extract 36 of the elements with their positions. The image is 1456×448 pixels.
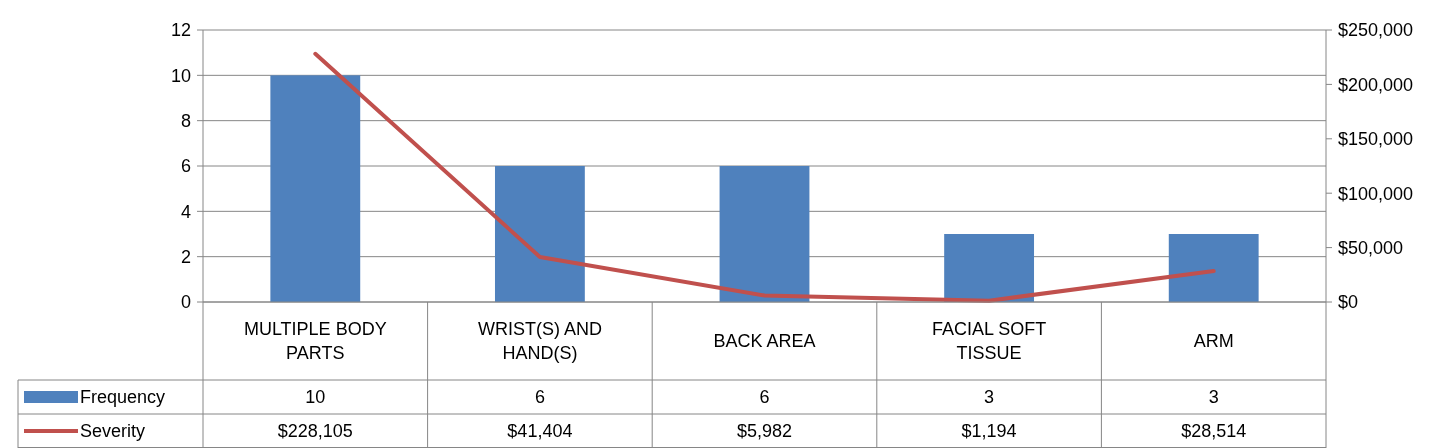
y-tick-label: 4: [180, 201, 191, 222]
x-tick-label: MULTIPLE BODY PARTS: [243, 319, 387, 364]
line-series: [313, 51, 1216, 303]
data-label: $5,982: [736, 421, 793, 442]
data-label: 6: [534, 387, 545, 408]
data-label: 3: [1208, 387, 1219, 408]
data-label: $28,514: [1181, 421, 1247, 442]
bar: [1168, 234, 1259, 302]
legend-label: Frequency: [80, 387, 166, 408]
x-tick-label: ARM: [1193, 331, 1234, 352]
y2-tick-label: $150,000: [1338, 129, 1414, 150]
bar: [944, 234, 1035, 302]
x-tick-label: FACIAL SOFT TISSUE: [931, 319, 1047, 364]
bar: [270, 75, 361, 302]
bar: [494, 166, 585, 302]
legend-label: Severity: [80, 421, 146, 442]
data-label: $41,404: [507, 421, 573, 442]
y2-tick-label: $50,000: [1338, 237, 1404, 258]
bar: [719, 166, 810, 302]
y-tick-label: 12: [170, 20, 191, 41]
y-tick-label: 8: [180, 110, 191, 131]
y-tick-label: 0: [180, 292, 191, 313]
y2-tick-label: $100,000: [1338, 183, 1414, 204]
y-tick-label: 6: [180, 156, 191, 177]
data-label: $1,194: [961, 421, 1017, 442]
x-tick-label: WRIST(S) AND HAND(S): [477, 319, 602, 364]
y2-tick-label: $200,000: [1338, 74, 1414, 95]
y-tick-label: 10: [170, 65, 191, 86]
y2-tick-label: $0: [1338, 292, 1359, 313]
data-label: $228,105: [277, 421, 353, 442]
data-label: 6: [759, 387, 770, 408]
data-label: 10: [305, 387, 326, 408]
y2-tick-label: $250,000: [1338, 20, 1414, 41]
data-label: 3: [984, 387, 995, 408]
x-tick-label: BACK AREA: [713, 331, 816, 352]
y-tick-label: 2: [180, 246, 191, 267]
